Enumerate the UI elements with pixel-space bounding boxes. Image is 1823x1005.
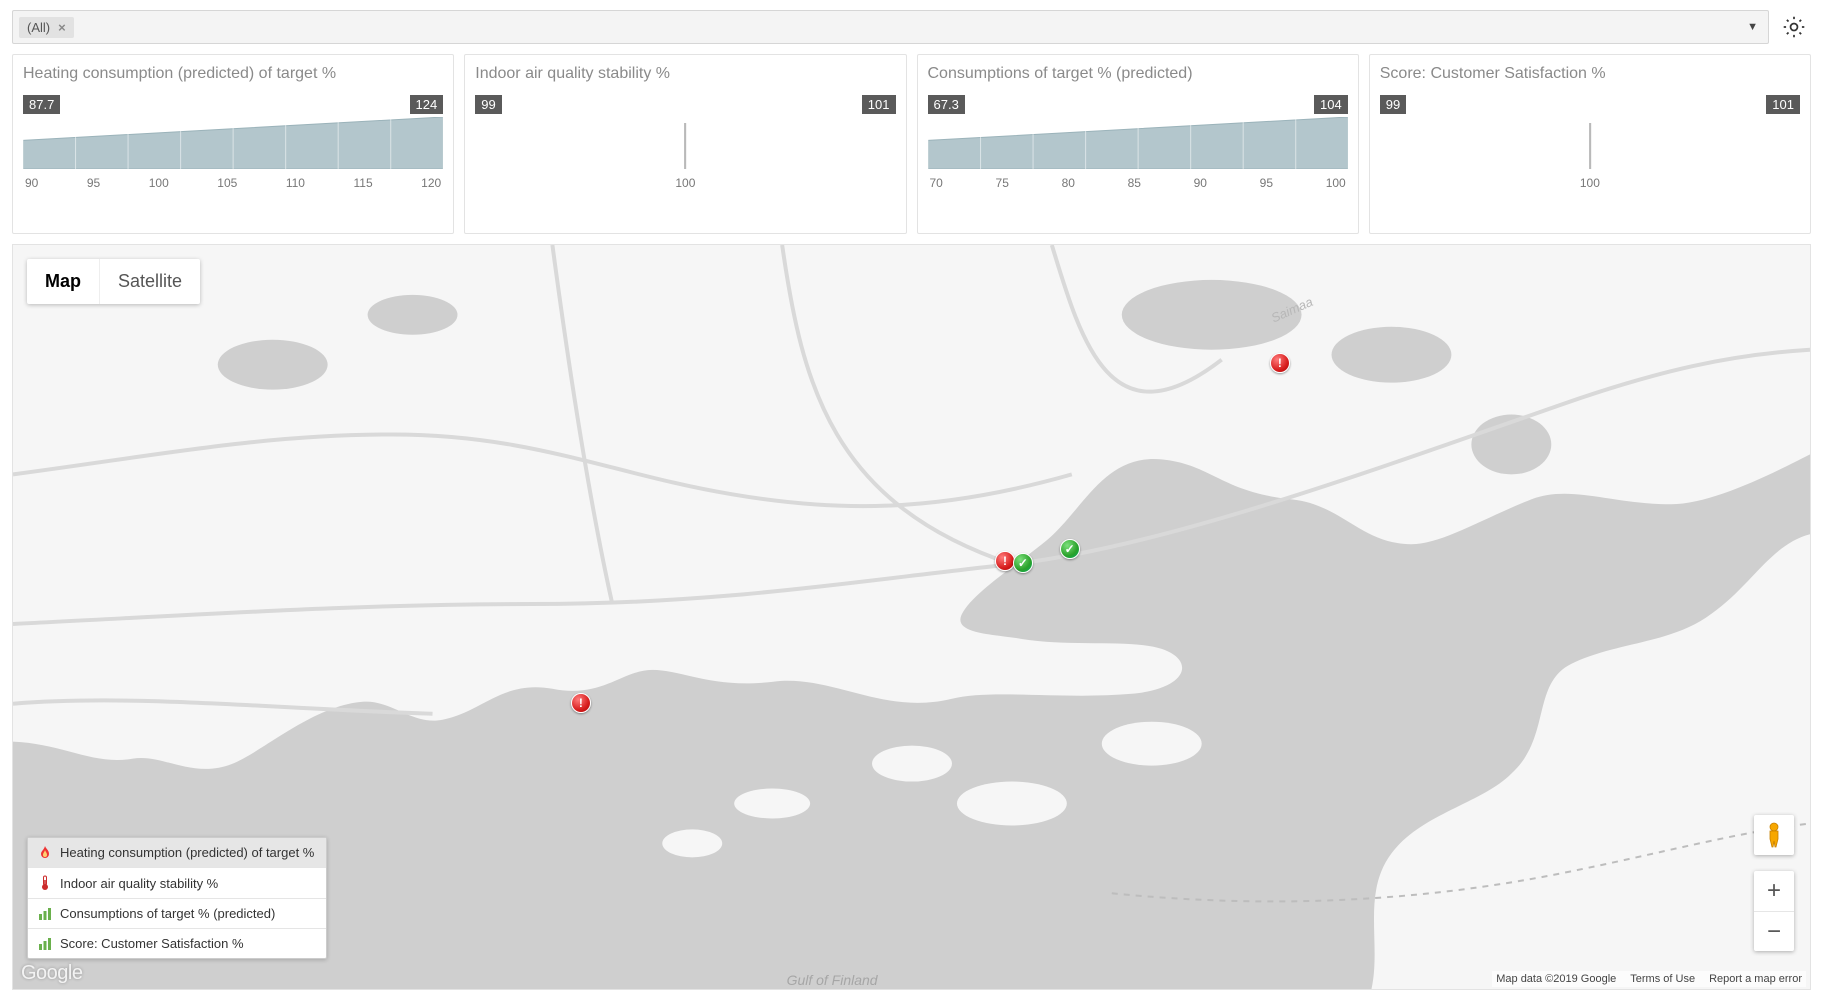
- kpi-tick-label: 95: [87, 176, 100, 190]
- kpi-axis: 70 75 80 85 90 95 100: [928, 176, 1348, 190]
- streetview-pegman[interactable]: [1754, 815, 1794, 855]
- map-marker[interactable]: !: [995, 551, 1015, 571]
- bars-icon: [38, 908, 52, 920]
- kpi-tick-label: 100: [1326, 176, 1346, 190]
- legend-item[interactable]: Indoor air quality stability %: [28, 867, 326, 898]
- legend-item-label: Consumptions of target % (predicted): [60, 906, 275, 921]
- legend-item-label: Indoor air quality stability %: [60, 876, 218, 891]
- bars-icon: [38, 938, 52, 950]
- kpi-tick-label: 90: [1194, 176, 1207, 190]
- check-icon: ✓: [1061, 540, 1079, 558]
- filter-chip-remove-icon[interactable]: ×: [58, 20, 66, 35]
- kpi-tick-label: 95: [1260, 176, 1273, 190]
- kpi-tick-label: 85: [1128, 176, 1141, 190]
- kpi-max-badge: 101: [862, 95, 896, 114]
- kpi-tick-label: 75: [996, 176, 1009, 190]
- zoom-in-button[interactable]: +: [1754, 871, 1794, 911]
- kpi-sparkline: [1380, 117, 1800, 169]
- map-container[interactable]: Gulf of Finland Saimaa Map Satellite Hea…: [12, 244, 1811, 990]
- kpi-tick-label: 70: [930, 176, 943, 190]
- kpi-tick-label: 100: [1580, 176, 1600, 190]
- google-logo: Google: [21, 962, 83, 985]
- kpi-card[interactable]: Heating consumption (predicted) of targe…: [12, 54, 454, 234]
- kpi-min-badge: 87.7: [23, 95, 60, 114]
- zoom-control: + −: [1754, 871, 1794, 951]
- map-data-label: Map data ©2019 Google: [1496, 973, 1616, 985]
- dashboard-page: (All) × ▼ Heating consumption (predicted…: [0, 0, 1823, 1005]
- kpi-chart: 99 101 100: [475, 95, 895, 190]
- kpi-chart: 87.7 124 90 95 100 105 110 115 120: [23, 95, 443, 190]
- kpi-axis: 90 95 100 105 110 115 120: [23, 176, 443, 190]
- flame-icon: [38, 846, 52, 860]
- kpi-tick-label: 100: [675, 176, 695, 190]
- legend-item-label: Score: Customer Satisfaction %: [60, 936, 244, 951]
- kpi-tick-label: 100: [149, 176, 169, 190]
- kpi-card[interactable]: Consumptions of target % (predicted) 67.3…: [917, 54, 1359, 234]
- kpi-tick-label: 110: [286, 176, 305, 190]
- kpi-title: Consumptions of target % (predicted): [928, 65, 1348, 83]
- filter-chip-label: (All): [27, 20, 50, 35]
- filter-chip[interactable]: (All) ×: [19, 17, 74, 38]
- kpi-chart: 99 101 100: [1380, 95, 1800, 190]
- terms-link[interactable]: Terms of Use: [1630, 973, 1695, 985]
- legend-item[interactable]: Consumptions of target % (predicted): [28, 898, 326, 928]
- zoom-out-button[interactable]: −: [1754, 911, 1794, 951]
- svg-text:Gulf of Finland: Gulf of Finland: [787, 972, 879, 988]
- map-legend: Heating consumption (predicted) of targe…: [27, 837, 327, 959]
- alert-icon: !: [996, 552, 1014, 570]
- filter-dropdown[interactable]: (All) × ▼: [12, 10, 1769, 44]
- kpi-min-badge: 67.3: [928, 95, 965, 114]
- pegman-icon: [1764, 822, 1784, 848]
- thermometer-icon: [38, 875, 52, 891]
- kpi-tick-label: 90: [25, 176, 38, 190]
- kpi-axis: 100: [1380, 176, 1800, 190]
- kpi-tick-label: 105: [217, 176, 237, 190]
- topbar: (All) × ▼: [0, 0, 1823, 54]
- kpi-max-badge: 104: [1314, 95, 1348, 114]
- kpi-tick-label: 80: [1062, 176, 1075, 190]
- kpi-axis: 100: [475, 176, 895, 190]
- map-marker[interactable]: !: [571, 693, 591, 713]
- kpi-row: Heating consumption (predicted) of targe…: [0, 54, 1823, 244]
- kpi-sparkline: [928, 117, 1348, 169]
- map-marker[interactable]: ✓: [1060, 539, 1080, 559]
- settings-button[interactable]: [1777, 10, 1811, 44]
- chevron-down-icon: ▼: [1747, 21, 1758, 33]
- map-type-toggle: Map Satellite: [27, 259, 200, 304]
- legend-item-label: Heating consumption (predicted) of targe…: [60, 845, 314, 860]
- check-icon: ✓: [1014, 554, 1032, 572]
- kpi-min-badge: 99: [1380, 95, 1406, 114]
- map-type-map-button[interactable]: Map: [27, 259, 99, 304]
- kpi-title: Score: Customer Satisfaction %: [1380, 65, 1800, 83]
- gear-icon: [1781, 14, 1807, 40]
- kpi-title: Indoor air quality stability %: [475, 65, 895, 83]
- kpi-max-badge: 101: [1766, 95, 1800, 114]
- map-marker[interactable]: !: [1270, 353, 1290, 373]
- map-marker[interactable]: ✓: [1013, 553, 1033, 573]
- kpi-chart: 67.3 104 70 75 80 85 90 95 100: [928, 95, 1348, 190]
- kpi-tick-label: 115: [354, 176, 373, 190]
- kpi-card[interactable]: Score: Customer Satisfaction % 99 101 100: [1369, 54, 1811, 234]
- legend-item[interactable]: Score: Customer Satisfaction %: [28, 928, 326, 958]
- kpi-sparkline: [475, 117, 895, 169]
- kpi-sparkline: [23, 117, 443, 169]
- map-type-satellite-button[interactable]: Satellite: [99, 259, 200, 304]
- kpi-min-badge: 99: [475, 95, 501, 114]
- kpi-max-badge: 124: [410, 95, 444, 114]
- kpi-title: Heating consumption (predicted) of targe…: [23, 65, 443, 83]
- alert-icon: !: [572, 694, 590, 712]
- kpi-card[interactable]: Indoor air quality stability % 99 101 100: [464, 54, 906, 234]
- kpi-tick-label: 120: [421, 176, 441, 190]
- report-error-link[interactable]: Report a map error: [1709, 973, 1802, 985]
- map-attribution: Map data ©2019 Google Terms of Use Repor…: [1492, 971, 1806, 987]
- alert-icon: !: [1271, 354, 1289, 372]
- legend-item[interactable]: Heating consumption (predicted) of targe…: [28, 838, 326, 867]
